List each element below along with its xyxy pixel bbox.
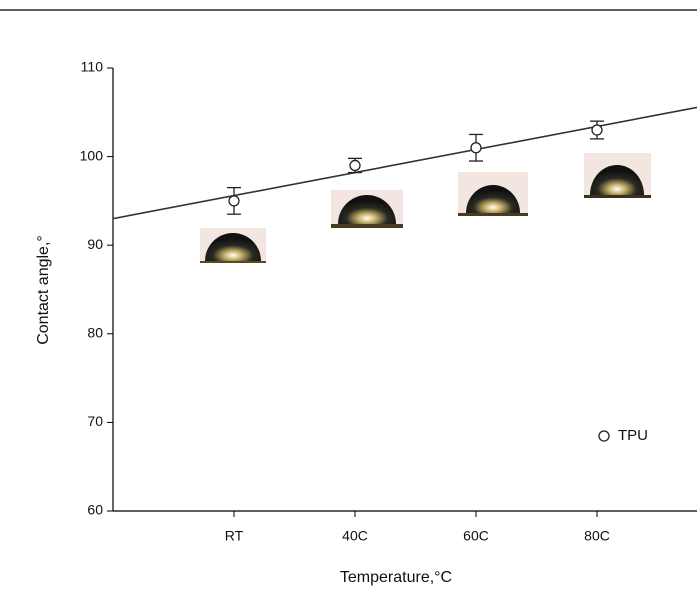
y-tick-label: 60 <box>87 502 103 518</box>
x-tick-label: RT <box>225 528 244 544</box>
x-axis-label: Temperature,°C <box>340 569 452 586</box>
y-axis-label: Contact angle,° <box>35 235 52 345</box>
data-point <box>591 124 603 136</box>
y-tick-label: 80 <box>87 325 103 341</box>
x-tick-label: 40C <box>342 528 368 544</box>
y-tick-label: 110 <box>81 59 104 75</box>
y-tick-label: 90 <box>87 236 103 252</box>
droplet-photo <box>584 153 651 198</box>
legend-label: TPU <box>618 427 648 444</box>
y-tick-label: 100 <box>80 147 104 163</box>
x-tick-label: 60C <box>463 528 489 544</box>
data-point <box>470 142 482 154</box>
x-tick-label: 80C <box>584 528 610 544</box>
droplet-photos <box>200 153 651 263</box>
legend-marker <box>598 430 610 442</box>
y-tick-label: 70 <box>87 413 103 429</box>
droplet-photo <box>200 228 266 263</box>
droplet-photo <box>458 172 528 216</box>
data-point <box>228 195 240 207</box>
data-point <box>349 159 361 172</box>
droplet-photo <box>331 190 403 228</box>
